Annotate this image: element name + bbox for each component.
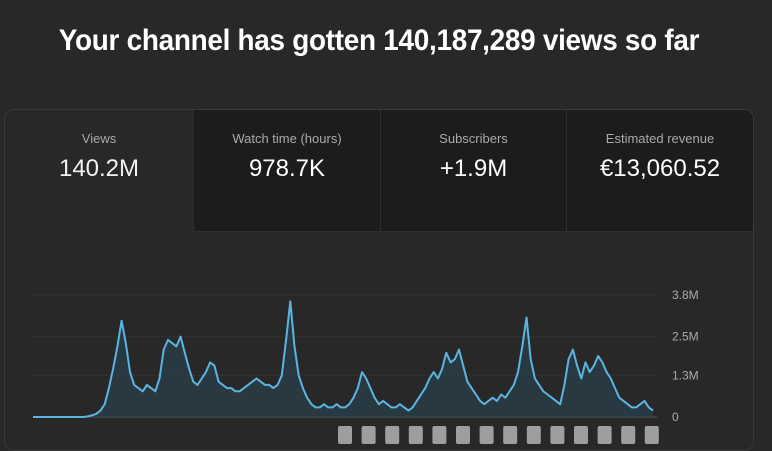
tab-subscribers[interactable]: Subscribers +1.9M [381,110,567,232]
timeline-marker[interactable] [644,426,659,444]
tab-estimated-revenue-label: Estimated revenue [605,131,715,146]
views-area-fill [33,301,653,417]
timeline-marker[interactable] [361,426,376,444]
views-line [33,300,654,418]
timeline-marker[interactable] [574,426,588,444]
metric-tabs: Views 140.2M Watch time (hours) 978.7K S… [5,110,753,232]
y-tick-label: 3.8M [672,288,699,302]
tab-views-value: 140.2M [58,155,140,182]
timeline-marker[interactable] [338,426,352,444]
timeline-marker[interactable] [408,426,423,444]
timeline-marker[interactable] [385,426,400,444]
page-headline: Your channel has gotten 140,187,289 view… [58,24,700,57]
tab-watch-time[interactable]: Watch time (hours) 978.7K [194,110,381,232]
analytics-card: Views 140.2M Watch time (hours) 978.7K S… [4,109,754,451]
tab-views[interactable]: Views 140.2M [5,110,194,232]
tab-estimated-revenue[interactable]: Estimated revenue €13,060.52 [567,110,753,232]
timeline-markers [338,426,659,444]
y-tick-label: 2.5M [672,330,699,344]
timeline-marker[interactable] [479,426,494,444]
tab-watch-time-value: 978.7K [248,155,326,182]
tab-estimated-revenue-value: €13,060.52 [599,155,721,182]
timeline-marker[interactable] [526,426,541,444]
views-chart-area: 3.8M 2.5M 1.3M 0 [5,232,753,450]
views-chart: 3.8M 2.5M 1.3M 0 [33,288,699,444]
timeline-marker[interactable] [432,426,447,444]
timeline-marker[interactable] [597,426,612,444]
tab-subscribers-value: +1.9M [439,155,508,182]
tab-subscribers-label: Subscribers [439,131,508,146]
y-tick-label: 0 [672,410,679,424]
timeline-marker[interactable] [550,426,565,444]
timeline-marker[interactable] [621,426,636,444]
tab-views-label: Views [81,131,117,146]
tab-watch-time-label: Watch time (hours) [232,131,342,146]
y-tick-label: 1.3M [672,368,699,382]
timeline-marker[interactable] [456,426,470,444]
timeline-marker[interactable] [503,426,518,444]
y-axis-ticks: 3.8M 2.5M 1.3M 0 [672,288,699,424]
